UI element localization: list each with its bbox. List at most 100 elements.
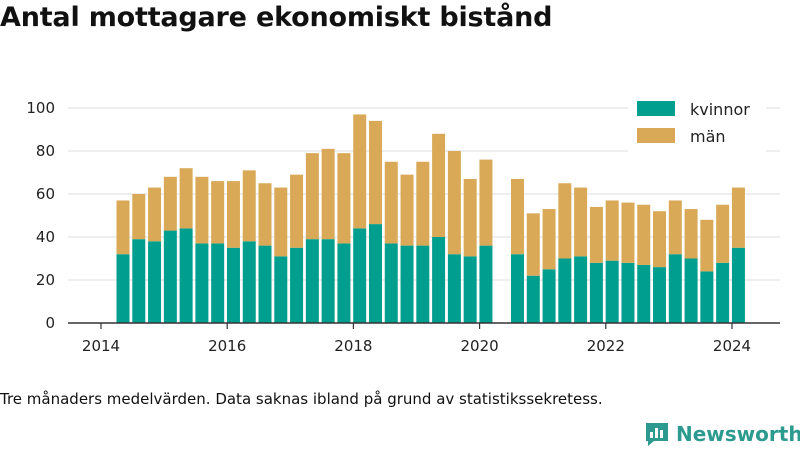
bar-kvinnor xyxy=(132,239,146,323)
bar-kvinnor xyxy=(321,239,335,323)
bar-man xyxy=(179,168,193,229)
y-tick-label: 20 xyxy=(36,271,55,289)
bar-man xyxy=(558,183,572,259)
bar-kvinnor xyxy=(684,258,698,323)
bar-man xyxy=(226,181,240,248)
legend-swatch xyxy=(637,128,675,143)
bar-man xyxy=(731,187,745,248)
bar-kvinnor xyxy=(195,243,209,323)
legend-label: kvinnor xyxy=(690,100,750,119)
bar-kvinnor xyxy=(179,228,193,323)
y-tick-label: 0 xyxy=(45,314,55,332)
bar-kvinnor xyxy=(211,243,225,323)
bar-man xyxy=(511,178,524,255)
newsworthy-logo-icon xyxy=(646,423,668,446)
bar-man xyxy=(242,170,256,242)
bar-man xyxy=(637,204,651,265)
bar-kvinnor xyxy=(337,243,351,323)
bar-man xyxy=(589,206,603,263)
bar-kvinnor xyxy=(574,256,588,323)
bar-man xyxy=(400,174,414,246)
bar-kvinnor xyxy=(463,256,477,323)
bar-man xyxy=(526,213,540,276)
legend-swatch xyxy=(637,101,675,116)
bar-man xyxy=(195,176,209,244)
bar-kvinnor xyxy=(731,247,745,323)
bar-kvinnor xyxy=(432,237,446,323)
bar-man xyxy=(290,174,304,248)
brand-name: Newsworthy xyxy=(676,422,800,446)
chart-caption: Tre månaders medelvärden. Data saknas ib… xyxy=(0,390,603,408)
bar-man xyxy=(668,200,682,255)
bar-man xyxy=(605,200,619,261)
x-tick-label: 2020 xyxy=(461,337,499,355)
bar-kvinnor xyxy=(605,260,619,323)
y-tick-label: 60 xyxy=(36,185,55,203)
bar-kvinnor xyxy=(416,245,430,323)
bar-man xyxy=(258,183,272,246)
bar-kvinnor xyxy=(290,247,304,323)
x-tick-label: 2018 xyxy=(334,337,372,355)
bar-kvinnor xyxy=(384,243,398,323)
bar-man xyxy=(368,120,382,225)
axes: 0 20 40 60 80 100 2014 2016 2018 2020 2022 2024 xyxy=(26,99,780,355)
bar-kvinnor xyxy=(637,264,651,323)
x-tick-label: 2022 xyxy=(587,337,625,355)
bar-man xyxy=(305,153,319,240)
bar-man xyxy=(321,148,335,240)
bar-kvinnor xyxy=(258,245,272,323)
bar-kvinnor xyxy=(621,262,635,323)
bar-kvinnor xyxy=(305,239,319,323)
brand-logo[interactable]: Newsworthy xyxy=(644,420,800,448)
bar-kvinnor xyxy=(447,254,461,323)
bar-man xyxy=(384,161,398,244)
bar-man xyxy=(211,181,225,244)
bar-kvinnor xyxy=(589,262,603,323)
bar-kvinnor xyxy=(353,228,367,323)
bar-kvinnor xyxy=(148,241,162,323)
bar-man xyxy=(684,209,698,259)
bar-man xyxy=(716,204,730,263)
y-tick-label: 80 xyxy=(36,142,55,160)
bar-kvinnor xyxy=(116,254,130,323)
chart-title: Antal mottagare ekonomiskt bistånd xyxy=(0,2,553,33)
bar-kvinnor xyxy=(511,254,524,323)
stacked-bar-chart: 0 20 40 60 80 100 2014 2016 2018 2020 2022 2024 kvi… xyxy=(26,99,780,355)
x-tick-label: 2014 xyxy=(82,337,120,355)
bar-kvinnor xyxy=(242,241,256,323)
bar-man xyxy=(116,200,130,255)
bar-kvinnor xyxy=(700,271,714,323)
bar-kvinnor xyxy=(479,245,493,323)
bar-man xyxy=(700,219,714,272)
bar-man xyxy=(574,187,588,257)
bars xyxy=(116,114,745,323)
bar-man xyxy=(621,202,635,263)
bar-man xyxy=(653,211,667,268)
bar-man xyxy=(447,151,461,255)
bar-kvinnor xyxy=(526,275,540,323)
bar-man xyxy=(416,161,430,246)
bar-kvinnor xyxy=(226,247,240,323)
bar-man xyxy=(132,194,146,240)
bar-kvinnor xyxy=(542,269,556,323)
x-tick-label: 2016 xyxy=(208,337,246,355)
bar-man xyxy=(463,178,477,257)
bar-man xyxy=(432,133,446,237)
bar-kvinnor xyxy=(274,256,288,323)
bar-man xyxy=(274,187,288,257)
bar-man xyxy=(148,187,162,242)
y-tick-label: 100 xyxy=(26,99,55,117)
bar-kvinnor xyxy=(368,224,382,323)
bar-kvinnor xyxy=(400,245,414,323)
bar-kvinnor xyxy=(163,230,177,323)
y-tick-label: 40 xyxy=(36,228,55,246)
bar-man xyxy=(337,153,351,244)
bar-man xyxy=(163,176,177,231)
bar-man xyxy=(542,209,556,270)
x-tick-label: 2024 xyxy=(713,337,751,355)
bar-kvinnor xyxy=(653,267,667,323)
bar-kvinnor xyxy=(716,262,730,323)
bar-man xyxy=(353,114,367,229)
legend-label: män xyxy=(690,127,726,146)
bar-kvinnor xyxy=(558,258,572,323)
